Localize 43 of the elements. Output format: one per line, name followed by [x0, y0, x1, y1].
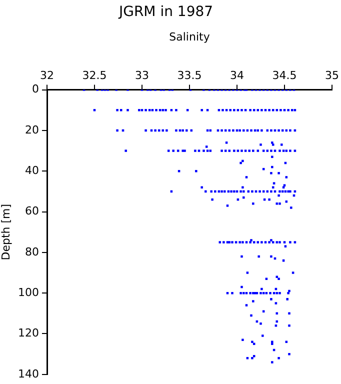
point	[285, 340, 288, 344]
point	[276, 108, 278, 112]
point	[294, 108, 296, 112]
point	[151, 108, 154, 112]
x-tick-label: 35	[325, 69, 339, 82]
x-tick-label: 34	[230, 69, 244, 82]
y-tick-label: 40	[25, 164, 39, 177]
point	[282, 186, 285, 189]
point	[244, 108, 247, 112]
point	[93, 108, 96, 112]
y-tick-label: 60	[25, 204, 39, 218]
x-tick-label: 33.5	[177, 69, 202, 82]
point	[252, 108, 256, 112]
point	[186, 108, 189, 112]
x-tick-label: 34.5	[272, 69, 297, 82]
point	[283, 108, 286, 112]
point	[140, 108, 144, 112]
y-tick-label: 100	[18, 286, 39, 299]
point	[272, 108, 274, 112]
point	[120, 108, 122, 112]
point	[236, 108, 240, 112]
y-tick-label: 20	[25, 123, 39, 136]
x-tick-label: 32.5	[82, 69, 107, 82]
point	[272, 186, 274, 189]
x-axis-title: Salinity	[169, 30, 210, 44]
point	[256, 108, 260, 112]
chart-title: JGRM in 1987	[118, 4, 214, 20]
y-tick-label: 0	[32, 82, 39, 96]
y-axis-title: Depth [m]	[0, 204, 12, 260]
x-tick-label: 32	[40, 69, 54, 82]
point	[264, 108, 267, 112]
y-tick-label: 140	[18, 367, 39, 380]
point	[148, 108, 151, 112]
point	[162, 108, 164, 112]
point	[170, 108, 173, 112]
point	[225, 108, 228, 112]
point	[158, 108, 162, 112]
point	[290, 108, 294, 112]
y-tick-label: 120	[18, 326, 39, 340]
x-tick-label: 33	[135, 69, 149, 82]
point	[218, 108, 220, 112]
point	[206, 108, 209, 112]
y-tick-label: 80	[25, 245, 39, 258]
